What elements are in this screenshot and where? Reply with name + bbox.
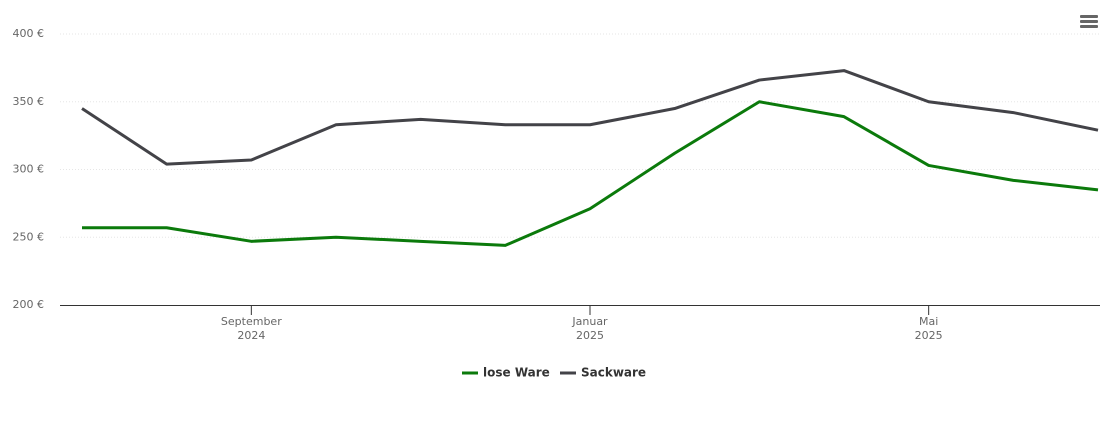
y-tick-label: 200 € <box>13 298 45 311</box>
legend-label: Sackware <box>581 366 646 380</box>
x-tick-label: Januar 2025 <box>572 315 608 342</box>
y-tick-label: 250 € <box>13 230 45 243</box>
menu-button[interactable] <box>1080 15 1098 28</box>
menu-bar <box>1080 20 1098 23</box>
x-tick-label: September 2024 <box>220 315 282 342</box>
legend-item[interactable]: lose Ware <box>462 366 550 380</box>
menu-bar <box>1080 15 1098 18</box>
legend-label: lose Ware <box>483 366 550 380</box>
y-tick-label: 400 € <box>13 27 45 40</box>
series-line <box>82 100 1099 247</box>
y-tick-label: 300 € <box>13 163 45 176</box>
y-tick-label: 350 € <box>13 95 45 108</box>
legend-item[interactable]: Sackware <box>560 366 646 380</box>
series-line <box>81 69 1099 166</box>
x-tick-label: Mai 2025 <box>914 315 943 342</box>
menu-bar <box>1080 25 1098 28</box>
